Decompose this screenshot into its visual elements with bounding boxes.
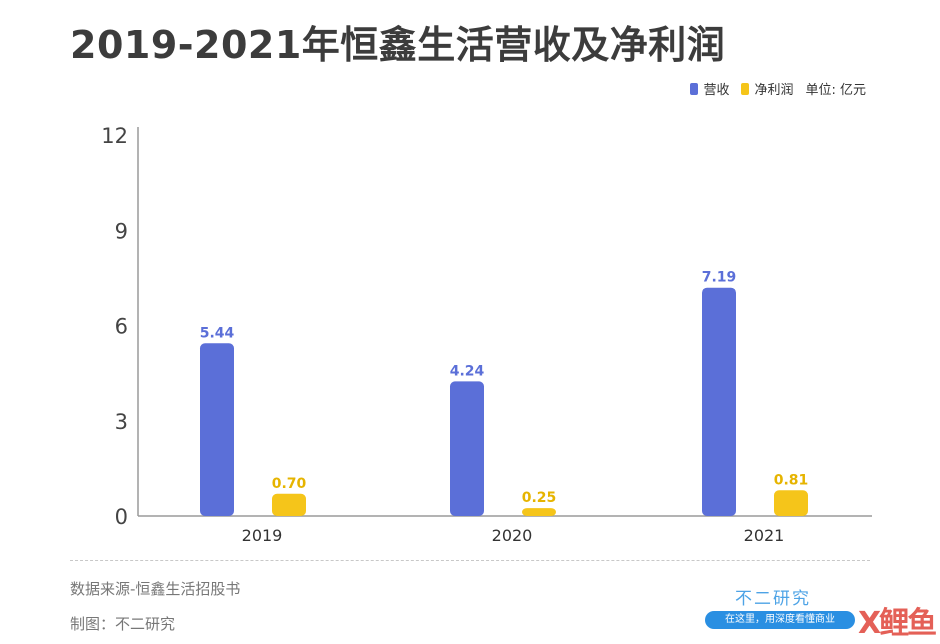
chart-title: 2019-2021年恒鑫生活营收及净利润 bbox=[70, 23, 726, 67]
watermark-logo: X鲤鱼 bbox=[858, 606, 937, 641]
x-tick-label: 2020 bbox=[492, 526, 533, 545]
brand-slogan: 在这里，用深度看懂商业 bbox=[705, 611, 855, 629]
net-profit-data-label: 0.70 bbox=[272, 476, 307, 492]
y-tick-label: 9 bbox=[115, 219, 128, 243]
net-profit-bar bbox=[272, 493, 306, 516]
x-tick-label: 2019 bbox=[242, 526, 283, 545]
revenue-bar bbox=[702, 287, 736, 516]
chart-legend: 营收 净利润 单位: 亿元 bbox=[678, 79, 866, 98]
x-tick-label: 2021 bbox=[744, 526, 785, 545]
brand-name: 不二研究 bbox=[735, 589, 811, 609]
y-tick-label: 0 bbox=[115, 505, 128, 529]
legend-label-revenue: 营收 bbox=[703, 83, 730, 98]
data-source-note: 数据来源-恒鑫生活招股书 bbox=[70, 580, 241, 598]
net-profit-data-label: 0.25 bbox=[522, 490, 557, 506]
footer-divider bbox=[70, 560, 870, 561]
chart-credit: 制图：不二研究 bbox=[70, 615, 176, 633]
revenue-bar bbox=[200, 343, 234, 516]
y-tick-label: 6 bbox=[115, 315, 128, 339]
unit-label: 单位: 亿元 bbox=[805, 83, 866, 98]
y-tick-label: 3 bbox=[115, 410, 128, 434]
legend-swatch-net-profit bbox=[741, 82, 750, 95]
net-profit-data-label: 0.81 bbox=[774, 472, 809, 488]
bar-chart: 0 3 6 9 12 2019 5.44 0.70 2020 4.24 0.25 2021 7.19 0.… bbox=[101, 124, 872, 545]
revenue-data-label: 7.19 bbox=[702, 270, 737, 286]
legend-item-net-profit: 净利润 bbox=[741, 79, 793, 98]
net-profit-bar bbox=[774, 490, 808, 516]
revenue-data-label: 5.44 bbox=[200, 325, 235, 341]
legend-item-revenue: 营收 bbox=[690, 79, 729, 98]
revenue-bar bbox=[450, 381, 484, 516]
legend-label-net-profit: 净利润 bbox=[754, 83, 794, 98]
y-tick-label: 12 bbox=[101, 124, 128, 148]
net-profit-bar bbox=[522, 508, 556, 516]
legend-swatch-revenue bbox=[690, 82, 699, 95]
revenue-data-label: 4.24 bbox=[450, 363, 485, 379]
